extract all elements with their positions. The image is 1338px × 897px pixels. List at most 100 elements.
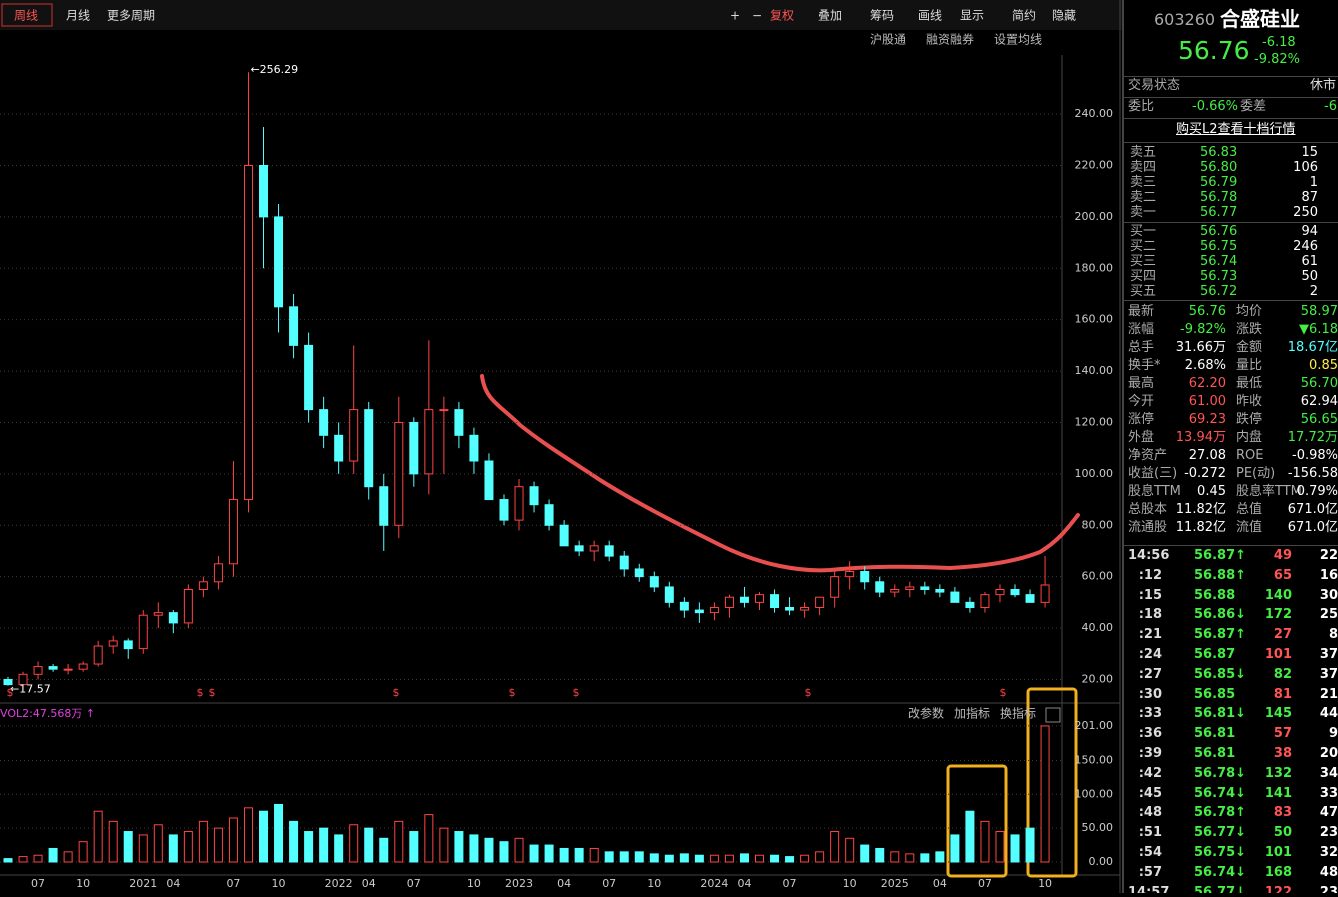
l2-link[interactable]: 购买L2查看十档行情 [1176,122,1296,137]
separator [1124,97,1338,98]
candle-body [905,586,915,591]
volume-bar [183,831,193,863]
volume-bar [289,820,299,863]
volume-bar [499,841,509,863]
tick-price: 56.78↑ [1194,805,1247,821]
toolbar-link[interactable]: 沪股通 [870,33,906,47]
candle-body [634,568,644,578]
toolbar-link[interactable]: 设置均线 [994,33,1042,47]
candle-body [499,499,509,521]
indicator-tool[interactable]: 换指标 [1000,706,1036,721]
stat-value: 2.68% [1184,358,1226,373]
candle-body [334,434,344,462]
volume-bar [634,851,644,863]
stat-label: 最新 [1128,304,1155,319]
candle-body [574,545,584,552]
toolbar-button[interactable]: 简约 [1012,8,1036,23]
volume-bar [604,851,614,863]
volume-bar [484,837,494,863]
volume-bar [965,810,975,863]
tick-count: 20 [1319,746,1338,761]
book-price: 56.73 [1200,269,1238,284]
book-label: 卖四 [1130,160,1157,175]
candle-body [153,612,163,616]
volume-bar [334,834,344,863]
volume-bar [905,853,915,863]
toolbar-button[interactable]: 画线 [918,9,942,23]
tick-time: :33 [1138,706,1162,722]
volume-bar [198,820,208,863]
volume-bar [409,831,419,863]
candle-body [920,586,930,591]
volume-bar [739,853,749,863]
y-tick-label: 201.00 [1075,719,1114,732]
toolbar-button[interactable]: − [752,9,762,23]
candle-body [785,606,795,611]
tick-time: :15 [1138,587,1162,603]
toolbar-button[interactable]: 月线 [66,9,90,23]
candle-body [138,614,148,650]
x-tick-label: 07 [978,877,992,890]
dividend-marker: $ [7,686,14,699]
x-tick-label: 04 [362,877,376,890]
book-price: 56.80 [1200,160,1238,175]
tick-price: 56.85↓ [1194,666,1247,682]
indicator-tool[interactable]: 改参数 [908,706,944,721]
tick-time: :57 [1138,864,1162,880]
candle-body [980,594,990,608]
toolbar-button[interactable]: 叠加 [818,9,842,23]
book-label: 买三 [1130,254,1157,269]
candle-body [228,499,238,565]
indicator-tool[interactable]: 加指标 [954,706,990,721]
candle-body [679,601,689,611]
candle-body [33,666,43,675]
tick-volume: 81 [1273,686,1292,702]
y-tick-label: 150.00 [1075,753,1114,766]
price-annotation: ←256.29 [250,63,298,76]
volume-bar [514,837,524,863]
volume-bar [950,834,960,863]
tick-price: 56.77↓ [1194,825,1247,841]
book-price: 56.79 [1200,175,1238,190]
candle-body [243,164,253,501]
tick-price: 56.77↓ [1194,884,1247,893]
tick-time: :39 [1138,746,1162,761]
toolbar-button[interactable]: + [730,9,740,23]
toolbar-link[interactable]: 融资融券 [926,32,974,47]
volume-bar [469,834,479,863]
tick-count: 16 [1319,567,1338,583]
toolbar-button[interactable]: 隐藏 [1052,9,1076,23]
toolbar-button[interactable]: 显示 [960,9,984,23]
tick-volume: 101 [1264,647,1292,662]
toolbar-button[interactable]: 周线 [14,9,38,23]
tick-count: 37 [1319,666,1338,682]
candle-body [544,504,554,526]
tick-volume: 65 [1273,567,1292,583]
volume-bar [138,834,148,863]
pct-change: -9.82% [1254,52,1300,67]
candle-body [995,589,1005,596]
candle-body [364,409,374,488]
stat-label: 总股本 [1128,502,1168,517]
candle-body [664,586,674,603]
volume-bar [394,820,404,863]
stat-label: ROE [1236,448,1264,463]
tick-price: 56.74↓ [1194,785,1247,801]
volume-bar [529,844,539,863]
tick-price: 56.81↓ [1194,706,1247,722]
volume-bar [559,847,569,863]
volume-bar [1010,834,1020,863]
stock-name: 合盛硅业 [1220,7,1300,31]
candle-body [604,545,614,557]
book-price: 56.75 [1200,239,1238,254]
stat-label: 最低 [1236,376,1263,391]
volume-bar [544,844,554,863]
toolbar-button[interactable]: 更多周期 [107,9,155,23]
tick-volume: 38 [1273,746,1292,761]
toolbar-button[interactable]: 筹码 [870,9,894,23]
toolbar-button[interactable]: 复权 [770,9,794,23]
x-tick-label: 10 [467,877,481,890]
close-indicator[interactable] [1045,707,1061,723]
book-volume: 50 [1301,269,1318,284]
tab-active[interactable] [1,3,53,27]
